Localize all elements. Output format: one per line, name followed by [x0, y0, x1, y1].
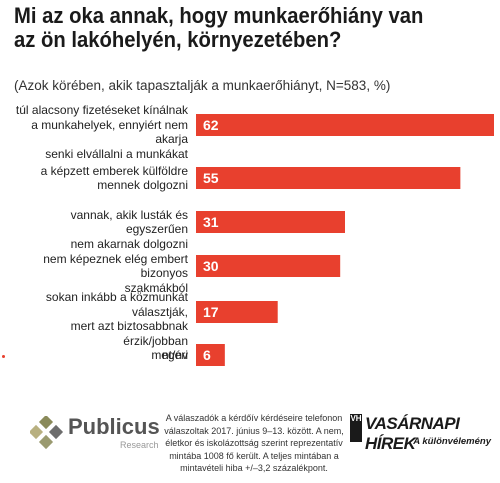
vasarnapi-hirek-logo: VH VASÁRNAPI HÍREK A különvélemény: [350, 414, 495, 454]
category-label-0: túl alacsony fizetéseket kínálnak a munka…: [8, 103, 188, 161]
category-label-line: sokan inkább a közmunkát választják,: [45, 290, 188, 319]
bar-value-label-4: 17: [203, 304, 219, 320]
footer: Publicus Research A válaszadók a kérdőív…: [0, 400, 500, 483]
bar-value-label-0: 62: [203, 117, 219, 133]
category-label-line: mennek dolgozni: [97, 178, 188, 192]
bar-5: [196, 344, 225, 366]
category-label-line: nem akarnak dolgozni: [70, 236, 188, 251]
category-label-line: vannak, akik lusták és egyszerűen: [70, 207, 188, 237]
bar-value-label-2: 31: [203, 214, 219, 230]
category-label-line: szakmákból: [124, 280, 188, 295]
category-label-5: nt/nv: [8, 348, 188, 363]
bar-value-label-3: 30: [203, 258, 219, 274]
decorative-dot: [2, 355, 5, 358]
bar-3: [196, 255, 341, 277]
bar-chart: 62 55 31 30 17 6: [196, 114, 494, 366]
category-label-line: mert azt biztosabbnak érzik/jobban: [70, 319, 188, 348]
publicus-logo: Publicus Research: [30, 414, 160, 454]
category-label-line: nem képeznek elég embert bizonyos: [43, 251, 188, 281]
vh-badge: VH: [350, 414, 362, 442]
category-label-line: megéri: [151, 348, 188, 363]
bar-value-label-5: 6: [203, 347, 211, 363]
vh-title: VASÁRNAPI HÍREK: [365, 414, 460, 453]
publicus-name: Publicus: [68, 414, 160, 439]
category-label-line: nt/nv: [161, 347, 188, 362]
vh-sub: A különvélemény: [413, 436, 491, 447]
chart-title: Mi az oka annak, hogy munkaerőhiány van …: [14, 3, 424, 52]
chart-subtitle: (Azok körében, akik tapasztalják a munka…: [14, 78, 391, 93]
category-label-3: nem képeznek elég embert bizonyos szakmák…: [8, 252, 188, 296]
publicus-diamond-icon: [30, 416, 64, 450]
bar-1: [196, 167, 461, 189]
category-label-line: a munkahelyek, ennyiért nem akarja: [31, 117, 188, 147]
bar-4: [196, 301, 278, 323]
bar-0: [196, 114, 494, 136]
category-label-2: vannak, akik lusták és egyszerűen nem aka…: [8, 208, 188, 252]
publicus-sub: Research: [120, 440, 159, 450]
methodology-note: A válaszadók a kérdőív kérdéseire telefo…: [164, 413, 344, 473]
category-label-line: a képzett emberek külföldre: [40, 163, 188, 178]
category-label-line: senki elvállalni a munkákat: [45, 146, 188, 161]
category-label-4: sokan inkább a közmunkát választják, mert…: [8, 290, 188, 363]
bar-2: [196, 211, 345, 233]
category-label-line: túl alacsony fizetéseket kínálnak: [15, 103, 188, 118]
category-label-1: a képzett emberek külföldre mennek dolgoz…: [8, 164, 188, 193]
bar-value-label-1: 55: [203, 170, 219, 186]
